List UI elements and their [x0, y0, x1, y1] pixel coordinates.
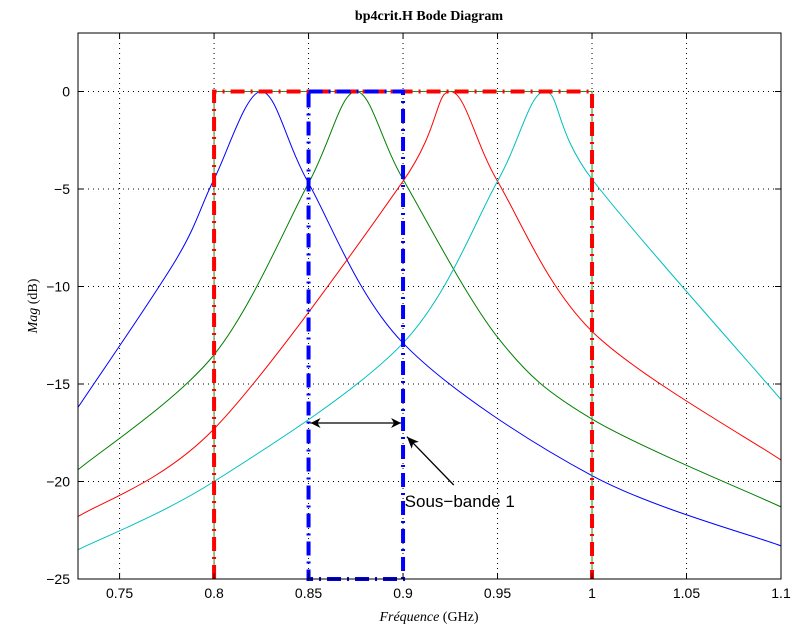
- x-tick-label: 1.1: [771, 585, 791, 601]
- x-tick-label: 1.05: [673, 585, 700, 601]
- x-axis-label: Fréquence (GHz): [378, 610, 478, 625]
- chart-title: bp4crit.H Bode Diagram: [355, 9, 503, 24]
- x-tick-label: 0.9: [393, 585, 413, 601]
- annotation-label: Sous−bande 1: [405, 492, 515, 511]
- response-curve-0.875: [78, 90, 781, 508]
- y-tick-label: −5: [54, 181, 70, 197]
- arrow-head-right: [391, 418, 402, 428]
- y-tick-labels: 0 −5 −10 −15 −20 −25: [46, 84, 781, 587]
- annotation-pointer-head: [406, 436, 419, 449]
- y-tick-label: −20: [46, 474, 70, 490]
- annotation-pointer: [406, 436, 455, 486]
- plot-frame: [77, 32, 782, 580]
- arrow-head-left: [310, 418, 321, 428]
- x-tick-label: 0.95: [484, 585, 511, 601]
- response-curve-0.825: [78, 90, 781, 547]
- x-tick-label: 0.8: [204, 585, 224, 601]
- y-tick-label: −10: [46, 279, 70, 295]
- annotation-layer: Sous−bande 1: [310, 418, 515, 511]
- y-tick-label: −25: [46, 571, 70, 587]
- sub-band-1: [306, 89, 406, 581]
- response-curve-0.925: [78, 90, 781, 518]
- y-tick-label: −15: [46, 376, 70, 392]
- x-tick-label: 1: [588, 585, 596, 601]
- y-axis-label: Mag (dB): [26, 278, 41, 334]
- x-tick-label: 0.85: [295, 585, 322, 601]
- x-tick-labels: 0.75 0.8 0.85 0.9 0.95 1 1.05 1.1: [106, 33, 791, 601]
- y-tick-label: 0: [62, 84, 70, 100]
- bands: [212, 89, 595, 581]
- x-tick-label: 0.75: [106, 585, 133, 601]
